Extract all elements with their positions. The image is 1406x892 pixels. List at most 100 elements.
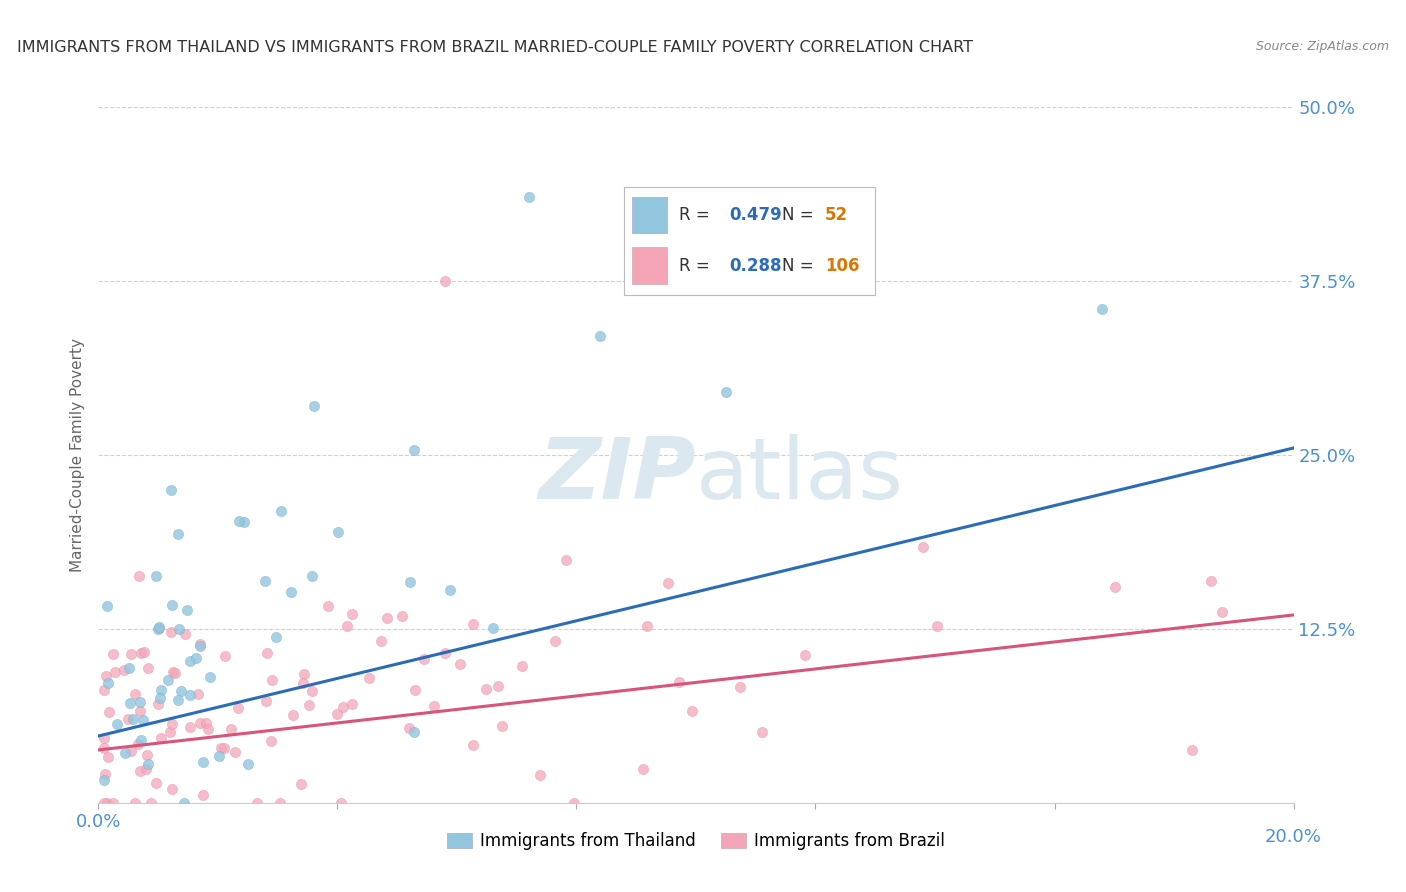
Point	[291, 676, 314, 690]
Point	[636, 619, 658, 633]
Point	[491, 719, 513, 733]
Text: IMMIGRANTS FROM THAILAND VS IMMIGRANTS FROM BRAZIL MARRIED-COUPLE FAMILY POVERTY: IMMIGRANTS FROM THAILAND VS IMMIGRANTS F…	[17, 40, 973, 55]
Point	[96, 796, 118, 810]
Point	[165, 665, 187, 680]
Point	[124, 687, 146, 701]
Point	[209, 741, 232, 756]
Point	[404, 725, 426, 739]
Text: ZIP: ZIP	[538, 434, 696, 517]
Point	[232, 515, 254, 529]
Text: R =: R =	[679, 257, 716, 275]
Point	[398, 721, 420, 735]
Point	[475, 681, 498, 696]
Point	[145, 776, 167, 790]
Text: 52: 52	[825, 206, 848, 224]
Point	[128, 695, 150, 709]
Point	[191, 755, 214, 769]
Point	[174, 627, 197, 641]
Point	[219, 722, 242, 736]
Point	[146, 698, 169, 712]
Point	[562, 796, 585, 810]
Point	[302, 399, 325, 413]
Point	[132, 645, 155, 659]
Text: R =: R =	[679, 206, 716, 224]
Point	[104, 665, 127, 679]
Point	[340, 697, 363, 711]
Point	[117, 661, 139, 675]
Point	[176, 603, 198, 617]
Legend: Immigrants from Thailand, Immigrants from Brazil: Immigrants from Thailand, Immigrants fro…	[440, 826, 952, 857]
Point	[260, 733, 283, 747]
Point	[402, 442, 425, 457]
Point	[179, 689, 201, 703]
Point	[112, 663, 135, 677]
Point	[1181, 743, 1204, 757]
Point	[184, 651, 207, 665]
Point	[269, 796, 291, 810]
Point	[326, 707, 349, 722]
Point	[228, 515, 250, 529]
Text: N =: N =	[782, 257, 820, 275]
Point	[301, 568, 323, 582]
Point	[657, 576, 679, 591]
Point	[226, 701, 249, 715]
Point	[197, 722, 219, 736]
Point	[124, 796, 146, 810]
Point	[254, 574, 277, 589]
Point	[292, 667, 315, 681]
Point	[188, 715, 211, 730]
Point	[129, 732, 152, 747]
Point	[398, 575, 420, 590]
Point	[93, 740, 115, 755]
Point	[529, 768, 551, 782]
Point	[129, 646, 152, 660]
Point	[148, 620, 170, 634]
Point	[544, 633, 567, 648]
Point	[160, 781, 183, 796]
Point	[555, 553, 578, 567]
Point	[631, 762, 654, 776]
Point	[167, 622, 190, 636]
Point	[449, 657, 471, 671]
Text: 0.479: 0.479	[730, 206, 782, 224]
Point	[246, 796, 269, 810]
Point	[336, 618, 359, 632]
Point	[103, 796, 125, 810]
Point	[370, 634, 392, 648]
Point	[96, 669, 118, 683]
Point	[270, 504, 292, 518]
Point	[121, 712, 143, 726]
Point	[254, 694, 277, 708]
Point	[173, 796, 195, 810]
Point	[139, 796, 162, 810]
Point	[96, 599, 118, 613]
Point	[93, 731, 115, 745]
Point	[1199, 574, 1222, 589]
Point	[332, 700, 354, 714]
Point	[188, 639, 211, 653]
Point	[281, 707, 304, 722]
Point	[136, 757, 159, 772]
Point	[132, 713, 155, 727]
Point	[1104, 580, 1126, 594]
Y-axis label: Married-Couple Family Poverty: Married-Couple Family Poverty	[70, 338, 86, 572]
Point	[118, 697, 141, 711]
Point	[236, 757, 259, 772]
Point	[162, 665, 184, 680]
Bar	[631, 247, 666, 285]
Point	[751, 725, 773, 739]
Point	[326, 525, 349, 540]
Text: atlas: atlas	[696, 434, 904, 517]
Point	[927, 619, 949, 633]
Point	[714, 385, 737, 400]
Text: 0.288: 0.288	[730, 257, 782, 275]
Point	[179, 654, 201, 668]
Point	[375, 611, 398, 625]
Point	[166, 526, 188, 541]
Point	[97, 705, 120, 719]
Point	[290, 776, 312, 790]
Point	[188, 637, 211, 651]
Point	[159, 483, 181, 497]
Point	[208, 749, 231, 764]
Point	[117, 712, 139, 726]
